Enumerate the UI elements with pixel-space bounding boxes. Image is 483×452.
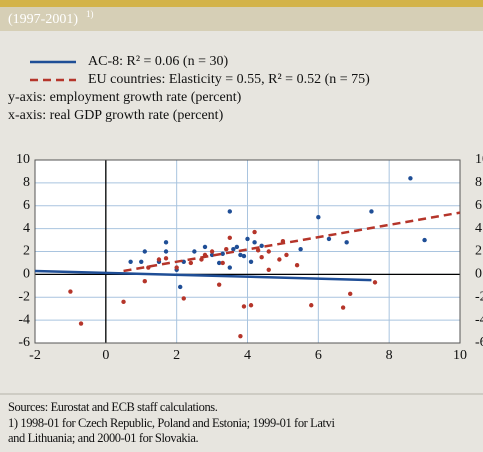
y2-tick-label: 6	[475, 198, 482, 213]
point	[188, 260, 194, 266]
point	[238, 252, 243, 258]
point	[259, 255, 264, 260]
point	[348, 291, 353, 297]
x-tick-label: 8	[386, 348, 393, 363]
point	[255, 248, 261, 253]
fit-line	[34, 269, 372, 282]
point	[78, 321, 84, 326]
point	[298, 247, 303, 252]
point	[284, 252, 289, 258]
y-tick-label: 6	[23, 198, 30, 213]
point	[68, 289, 73, 294]
point	[139, 259, 144, 264]
point	[224, 247, 229, 252]
y-tick-label: 0	[23, 267, 30, 282]
point	[209, 249, 215, 254]
point	[372, 280, 378, 285]
point	[142, 249, 147, 254]
legend-label: AC-8: R² = 0.06 (n = 30)	[88, 54, 228, 69]
point	[220, 260, 225, 266]
point	[408, 176, 413, 181]
point	[216, 260, 222, 266]
sources: Sources: Eurostat and ECB staff calculat…	[8, 400, 218, 414]
point	[163, 256, 169, 261]
y2-tick-label: 2	[475, 244, 482, 259]
point	[266, 267, 271, 272]
y2-tick-label: -2	[475, 289, 483, 304]
y2-tick-label: 4	[475, 221, 482, 236]
footnote: 1) 1998-01 for Czech Republic, Poland an…	[8, 416, 335, 430]
point	[326, 236, 332, 242]
y2-tick-label: -6	[475, 335, 483, 350]
point	[163, 240, 169, 245]
y2-tick-label: 10	[475, 152, 483, 167]
point	[227, 209, 232, 214]
point	[277, 257, 282, 262]
point	[369, 209, 374, 214]
y2-tick-label: 8	[475, 175, 482, 190]
point	[248, 303, 254, 308]
footnote: and Lithuania; and 2000-01 for Slovakia.	[8, 431, 198, 445]
point	[252, 229, 257, 235]
y-tick-label: -4	[18, 312, 30, 327]
point	[209, 252, 215, 258]
y2-tick-label: 0	[475, 267, 482, 282]
point	[422, 237, 427, 243]
point	[128, 259, 133, 264]
x-tick-label: 6	[315, 348, 322, 363]
title-band	[0, 7, 483, 31]
point	[216, 282, 222, 287]
point	[241, 253, 247, 259]
point	[309, 303, 314, 308]
y-tick-label: 2	[23, 244, 30, 259]
point	[234, 244, 240, 250]
fit-line	[123, 211, 461, 273]
point	[181, 296, 186, 301]
point	[241, 304, 247, 309]
y-tick-label: 8	[23, 175, 30, 190]
point	[178, 284, 183, 290]
point	[231, 247, 236, 252]
point	[192, 249, 197, 254]
point	[163, 249, 169, 254]
point	[142, 279, 147, 284]
y-tick-label: 4	[23, 221, 30, 236]
point	[344, 240, 349, 245]
point	[294, 263, 300, 268]
y-tick-label: 10	[16, 152, 30, 167]
point	[238, 333, 243, 339]
top-strip	[0, 0, 483, 7]
point	[316, 214, 321, 220]
point	[174, 265, 179, 270]
point	[227, 265, 232, 270]
x-tick-label: 10	[453, 348, 467, 363]
point	[156, 257, 162, 262]
point	[248, 259, 254, 264]
plot-frame	[34, 159, 461, 344]
point	[121, 299, 126, 305]
chart-title: (1997-2001)	[8, 12, 78, 27]
point	[259, 243, 264, 248]
y-tick-label: -6	[18, 335, 30, 350]
x-tick-label: 0	[102, 348, 109, 363]
x-tick-label: 2	[173, 348, 180, 363]
point	[245, 236, 250, 242]
y-tick-label: -2	[18, 289, 30, 304]
x-axis-note: x-axis: real GDP growth rate (percent)	[8, 108, 224, 123]
point	[227, 235, 232, 240]
x-tick-label: 4	[244, 348, 251, 363]
title-note: 1)	[86, 9, 94, 19]
y-axis-note: y-axis: employment growth rate (percent)	[8, 90, 242, 105]
point	[266, 249, 271, 254]
legend-label: EU countries: Elasticity = 0.55, R² = 0.…	[88, 72, 370, 87]
point	[252, 240, 257, 245]
point	[340, 305, 346, 310]
point	[220, 251, 225, 256]
point	[202, 244, 208, 250]
x-tick-label: -2	[29, 348, 41, 363]
y2-tick-label: -4	[475, 312, 483, 327]
